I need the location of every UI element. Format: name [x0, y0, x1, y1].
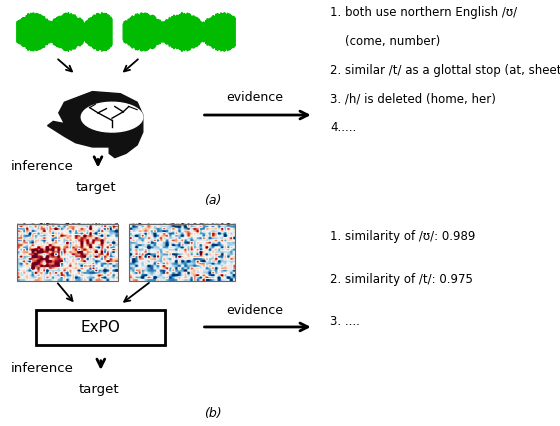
- Text: inference: inference: [11, 362, 74, 375]
- Text: target: target: [78, 383, 119, 396]
- Text: 4.....: 4.....: [330, 121, 357, 135]
- Text: 1. both use northern English /ʊ/: 1. both use northern English /ʊ/: [330, 6, 517, 20]
- Polygon shape: [48, 92, 143, 158]
- Text: 3. /h/ is deleted (home, her): 3. /h/ is deleted (home, her): [330, 93, 496, 106]
- Text: (a): (a): [204, 194, 222, 207]
- Text: evidence: evidence: [226, 91, 283, 104]
- Bar: [36, 310, 165, 345]
- Bar: [129, 224, 235, 281]
- Text: target: target: [76, 181, 116, 194]
- Polygon shape: [17, 12, 112, 52]
- Bar: [17, 224, 118, 281]
- Polygon shape: [81, 102, 143, 132]
- Text: ExPO: ExPO: [81, 320, 121, 335]
- Text: 1. similarity of /ʊ/: 0.989: 1. similarity of /ʊ/: 0.989: [330, 230, 476, 243]
- Polygon shape: [123, 12, 235, 52]
- Text: 2. similar /t/ as a glottal stop (at, sheet): 2. similar /t/ as a glottal stop (at, sh…: [330, 64, 560, 77]
- Text: evidence: evidence: [226, 304, 283, 317]
- Text: (b): (b): [204, 407, 222, 420]
- Text: 3. ....: 3. ....: [330, 315, 360, 328]
- Text: inference: inference: [11, 160, 74, 173]
- Text: 2. similarity of /t/: 0.975: 2. similarity of /t/: 0.975: [330, 273, 473, 286]
- Text: (come, number): (come, number): [330, 35, 441, 48]
